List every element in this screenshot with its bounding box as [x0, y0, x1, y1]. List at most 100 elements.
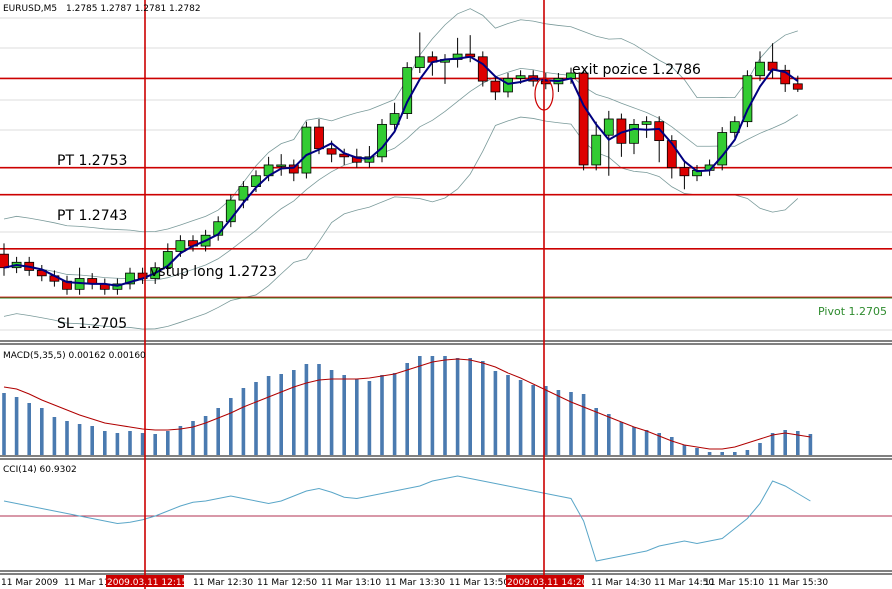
macd-bar	[166, 431, 170, 455]
macd-bar	[506, 375, 510, 455]
macd-bar	[279, 374, 283, 455]
candle-body	[377, 123, 387, 158]
macd-bar	[707, 452, 712, 455]
macd-bar	[468, 358, 472, 455]
time-label: 11 Mar 13:50	[449, 578, 509, 588]
macd-bar	[392, 373, 397, 455]
macd-bar	[695, 448, 699, 455]
candle-body	[490, 80, 501, 93]
macd-bar	[115, 433, 120, 455]
time-highlight-box	[506, 575, 584, 587]
macd-bar	[481, 361, 485, 455]
candle-body	[666, 140, 677, 169]
macd-bar	[430, 356, 435, 455]
candle-body	[288, 164, 299, 174]
candle-body	[238, 186, 249, 201]
macd-bar	[594, 408, 598, 455]
macd-bar	[90, 426, 94, 455]
candle-body	[125, 272, 135, 285]
macd-bar	[796, 431, 800, 455]
time-label: 11 Mar 14:30	[591, 578, 651, 588]
time-label: 11 Mar 12:30	[193, 578, 253, 588]
time-label: 2009.03.11 14:20	[507, 578, 588, 588]
macd-bar	[140, 433, 145, 455]
time-label: 11 Mar 11:	[64, 578, 113, 588]
macd-bar	[581, 394, 586, 455]
macd-bar	[758, 443, 762, 455]
price-levels	[0, 77, 892, 299]
time-label: 11 Mar 2009	[1, 578, 58, 588]
macd-bar	[103, 431, 107, 455]
candle-body	[314, 126, 324, 150]
vertical-markers	[144, 0, 545, 589]
candle-body	[629, 123, 639, 144]
cci-label: CCI(14) 60.9302	[3, 465, 77, 475]
upper-band	[3, 8, 798, 233]
time-label: 11 Mar 13:30	[385, 578, 445, 588]
candle-body	[402, 67, 413, 114]
candle-body	[503, 78, 513, 93]
moving-average	[3, 55, 799, 287]
header-ohlc: 1.2785 1.2787 1.2781 1.2782	[66, 4, 201, 14]
macd-bar	[65, 421, 69, 455]
macd-bar	[229, 398, 233, 455]
macd-bar	[682, 445, 687, 455]
ma-line	[3, 55, 799, 287]
macd-bar	[254, 382, 258, 455]
macd-bar	[292, 370, 296, 455]
macd-bar	[808, 434, 813, 455]
macd-bar	[40, 408, 44, 455]
candle-body	[679, 167, 690, 177]
candle-body	[477, 56, 488, 82]
macd-bar	[607, 414, 611, 455]
lower-band	[3, 116, 799, 330]
macd-bar	[733, 452, 737, 455]
candles	[0, 32, 803, 295]
macd-bar	[493, 371, 498, 455]
candle-body	[654, 121, 665, 142]
macd-bar	[405, 363, 409, 455]
candle-body	[578, 72, 589, 166]
macd-bar	[720, 452, 724, 455]
time-label: 11 Mar 15:10	[704, 578, 764, 588]
macd-bar	[670, 437, 674, 455]
macd-bar	[544, 386, 548, 455]
macd-bar	[191, 421, 195, 455]
macd-bar	[380, 375, 384, 455]
macd-bar	[153, 434, 157, 455]
exit-annotation: exit pozice 1.2786	[572, 62, 701, 78]
candle-body	[414, 56, 425, 69]
cci-pane	[0, 475, 892, 562]
pt2-annotation: PT 1.2743	[57, 208, 127, 224]
candle-body	[591, 134, 602, 166]
time-label: 2009.03.11 12:15	[107, 578, 187, 588]
candle-body	[225, 199, 236, 223]
macd-pane	[2, 356, 813, 455]
time-label: 11 Mar 14:50	[654, 578, 714, 588]
macd-bar	[418, 356, 422, 455]
macd-bar	[569, 392, 573, 455]
macd-bar	[241, 388, 246, 455]
pane-separators	[0, 340, 892, 575]
macd-bar	[52, 417, 57, 455]
exit-marker	[534, 77, 554, 111]
candle-body	[780, 69, 791, 85]
macd-bar	[455, 358, 460, 455]
time-label: 11 Mar 12:50	[257, 578, 317, 588]
macd-bar	[304, 364, 309, 455]
candle-body	[742, 75, 753, 123]
macd-bar	[770, 433, 775, 455]
macd-bar	[77, 424, 82, 455]
macd-bar	[342, 375, 346, 455]
macd-bar	[128, 431, 132, 455]
macd-bar	[367, 381, 372, 455]
macd-bar	[203, 416, 208, 455]
header-symbol: EURUSD,M5	[3, 4, 57, 14]
candle-body	[162, 251, 173, 269]
candle-body	[0, 253, 9, 269]
candle-body	[301, 126, 312, 174]
macd-bar	[632, 427, 636, 455]
time-highlight-box	[106, 575, 184, 587]
